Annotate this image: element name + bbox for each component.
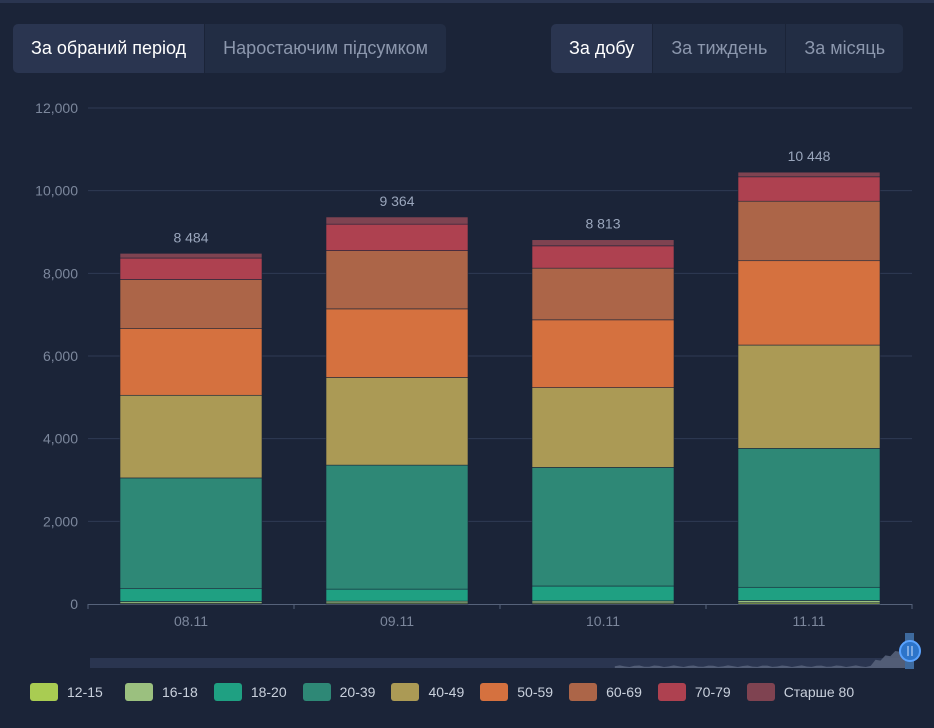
x-tick-label: 08.11 [174,613,208,629]
legend-label: 16-18 [162,684,198,700]
y-tick-label: 8,000 [43,265,78,281]
top-divider [0,0,934,3]
legend-label: 70-79 [694,684,731,700]
legend-swatch [302,683,331,701]
zoom-slider-track [90,658,910,668]
y-tick-label: 4,000 [43,431,78,447]
legend-label: 60-69 [606,684,642,700]
zoom-slider-preview [614,646,910,668]
bar-segment [325,464,469,590]
bar-segment [119,279,263,329]
x-tick-label: 09.11 [380,613,414,629]
stacked-bar-chart: 0 2,000 4,000 6,000 8,000 10,000 12,000 8 484 08… [35,100,921,669]
legend-item[interactable]: 20-39 [302,683,376,701]
legend-label: 20-39 [339,684,376,700]
bar-segment [531,319,675,388]
bar-segment [531,585,675,602]
legend-swatch [30,683,58,701]
bar-segment [325,377,469,466]
legend-item[interactable]: Старше 80 [746,683,855,701]
bar-total-label: 8 484 [173,229,208,245]
chart-legend: 12-15 16-18 18-20 20-39 40-49 50-59 60-69 70-79… [30,683,870,701]
bar-segment [531,267,675,321]
legend-label: 50-59 [517,684,554,700]
period-toggle: За обраний період Наростаючим підсумком [13,24,447,73]
legend-swatch [125,683,153,701]
legend-item[interactable]: 12-15 [30,683,113,701]
zoom-slider-handle[interactable] [899,640,921,662]
bar-segment [737,586,881,601]
tab-cumulative[interactable]: Наростаючим підсумком [205,24,447,73]
tab-daily[interactable]: За добу [551,24,654,73]
bar-total-label: 8 813 [585,216,620,232]
bar-segment [119,253,263,259]
bar-segment [737,600,881,604]
legend-swatch [746,683,775,701]
legend-label: Старше 80 [783,684,855,700]
legend-swatch [569,683,598,701]
bar-total-label: 10 448 [788,148,831,164]
legend-item[interactable]: 60-69 [569,683,642,701]
legend-item[interactable]: 50-59 [480,683,553,701]
bar-segment [737,448,881,588]
tab-weekly[interactable]: За тиждень [653,24,787,73]
bar-segment [737,200,881,262]
legend-item[interactable]: 18-20 [213,683,287,701]
bar-segment [119,477,263,590]
bar-segment [325,216,469,225]
legend-item[interactable]: 40-49 [391,683,464,701]
bar-segment [119,328,263,396]
legend-swatch [480,683,509,701]
bar-segment [531,467,675,587]
tab-selected-period[interactable]: За обраний період [13,24,206,73]
legend-item[interactable]: 70-79 [657,683,731,701]
y-tick-label: 2,000 [43,513,78,529]
range-toggle: За добу За тиждень За місяць [551,24,904,73]
y-tick-label: 10,000 [35,183,78,199]
legend-label: 18-20 [250,684,287,700]
bar-segment [325,588,469,602]
bar-segment [531,239,675,247]
bar-segment [119,257,263,280]
bar-segment [325,250,469,310]
legend-item[interactable]: 16-18 [125,683,198,701]
legend-label: 12-15 [67,684,103,700]
bar-segment [737,260,881,346]
bar-segment [737,171,881,178]
y-tick-label: 6,000 [43,348,78,364]
y-tick-label: 12,000 [35,100,78,116]
x-tick-label: 11.11 [793,613,826,629]
bar-segment [531,245,675,269]
legend-label: 40-49 [428,684,465,700]
tab-monthly[interactable]: За місяць [786,24,904,73]
bar-segment [119,394,263,479]
y-tick-label: 0 [70,596,78,612]
bar-segment [119,588,263,602]
bar-total-label: 9 364 [379,193,414,209]
bar-segment [531,387,675,468]
bar-segment [737,176,881,202]
legend-swatch [213,683,242,701]
x-tick-label: 10.11 [586,613,620,629]
bar-segment [325,223,469,251]
bar-segment [737,344,881,449]
bar-segment [531,600,675,604]
legend-swatch [391,683,420,701]
bar-segment [325,308,469,378]
legend-swatch [657,683,686,701]
